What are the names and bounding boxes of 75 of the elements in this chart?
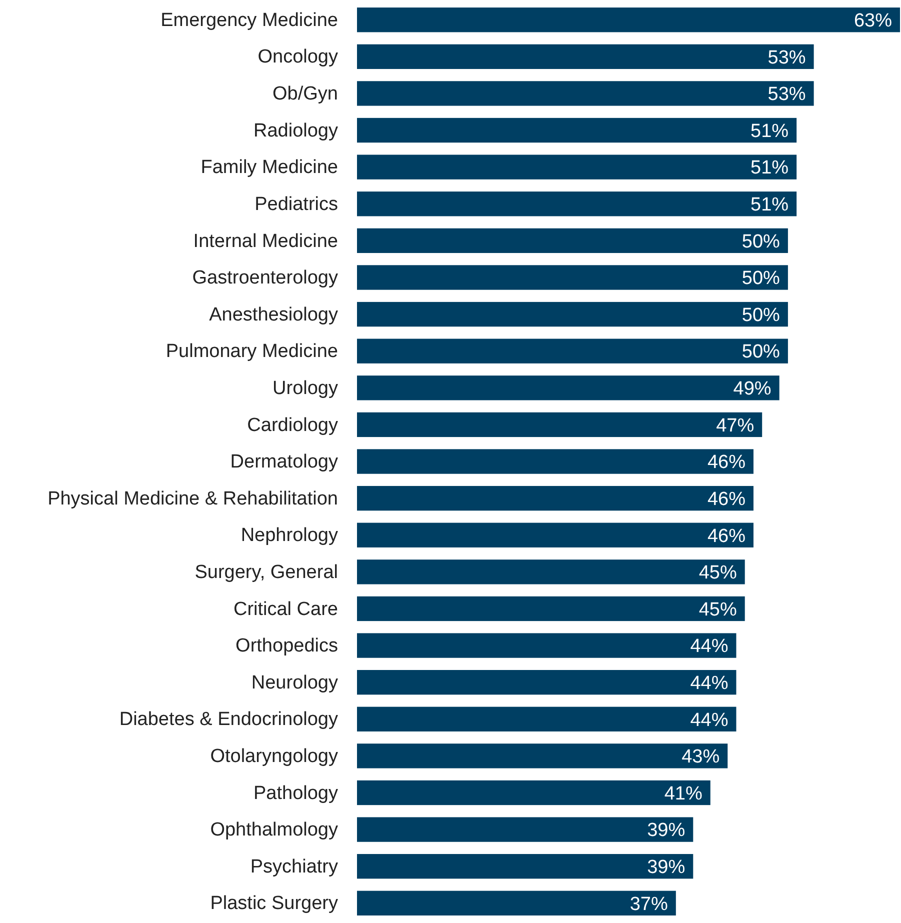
- bar: [357, 670, 736, 695]
- y-tick-label: Emergency Medicine: [160, 10, 338, 31]
- bar: [357, 302, 788, 327]
- data-label: 46%: [707, 526, 746, 547]
- bar: [357, 154, 797, 180]
- bar: [357, 192, 797, 216]
- data-label: 63%: [854, 10, 892, 32]
- y-tick-label: Pediatrics: [254, 194, 338, 215]
- data-label: 46%: [707, 488, 746, 510]
- bar: [357, 744, 728, 768]
- y-tick-label: Physical Medicine & Rehabilitation: [48, 488, 338, 510]
- bar: [357, 522, 754, 548]
- y-tick-label: Nephrology: [240, 525, 338, 546]
- y-tick-label: Ophthalmology: [210, 820, 338, 841]
- bar: [357, 265, 788, 290]
- y-tick-label: Cardiology: [247, 414, 338, 436]
- y-tick-label: Orthopedics: [236, 636, 338, 657]
- data-label: 53%: [768, 47, 806, 68]
- bar: [357, 890, 676, 916]
- data-label: 43%: [682, 746, 720, 768]
- data-label: 49%: [733, 378, 772, 400]
- bar: [357, 817, 694, 842]
- bar: [357, 228, 788, 254]
- data-label: 53%: [768, 84, 806, 106]
- bar: [357, 486, 754, 511]
- bar: [357, 118, 797, 143]
- data-label: 39%: [647, 856, 686, 878]
- y-tick-label: Otolaryngology: [210, 746, 338, 768]
- y-tick-label: Radiology: [254, 120, 338, 142]
- y-tick-label: Diabetes & Endocrinology: [119, 709, 338, 730]
- bar: [357, 8, 900, 32]
- data-label: 46%: [707, 452, 746, 474]
- y-tick-label: Pathology: [253, 782, 338, 804]
- data-label: 44%: [690, 710, 728, 731]
- y-tick-label: Surgery, General: [194, 562, 338, 583]
- y-tick-label: Internal Medicine: [193, 230, 338, 252]
- data-label: 45%: [698, 599, 737, 620]
- data-label: 47%: [716, 415, 754, 436]
- data-label: 39%: [647, 820, 686, 842]
- data-label: 51%: [750, 120, 789, 142]
- bar: [357, 596, 745, 622]
- y-tick-label: Family Medicine: [200, 157, 338, 178]
- bar: [357, 412, 762, 438]
- data-label: 41%: [664, 783, 702, 804]
- data-label: 37%: [630, 894, 668, 915]
- bar: [357, 376, 780, 400]
- data-label: 50%: [742, 304, 780, 326]
- y-tick-label: Neurology: [251, 672, 338, 694]
- bar: [357, 81, 814, 106]
- bar: [357, 338, 788, 364]
- y-tick-label: Critical Care: [233, 598, 338, 620]
- data-label: 50%: [742, 268, 780, 290]
- y-tick-label: Oncology: [258, 46, 338, 68]
- bar: [357, 449, 754, 474]
- bar: [357, 706, 736, 732]
- y-tick-label: Urology: [272, 378, 338, 399]
- y-tick-label: Anesthesiology: [209, 304, 338, 326]
- data-label: 44%: [690, 636, 728, 658]
- data-label: 45%: [698, 562, 737, 584]
- data-label: 44%: [690, 672, 728, 694]
- y-tick-label: Dermatology: [230, 452, 338, 473]
- data-label: 51%: [750, 158, 789, 179]
- y-tick-label: Ob/Gyn: [272, 84, 338, 105]
- bar: [357, 780, 710, 806]
- bar: [357, 44, 814, 69]
- y-tick-label: Plastic Surgery: [210, 893, 338, 914]
- bar: [357, 854, 694, 879]
- y-tick-label: Gastroenterology: [192, 268, 338, 289]
- data-label: 51%: [750, 194, 789, 216]
- y-tick-label: Pulmonary Medicine: [166, 341, 338, 362]
- data-label: 50%: [742, 342, 780, 363]
- bar: [357, 560, 745, 584]
- y-tick-label: Psychiatry: [250, 856, 338, 878]
- data-label: 50%: [742, 231, 780, 252]
- bar: [357, 633, 736, 658]
